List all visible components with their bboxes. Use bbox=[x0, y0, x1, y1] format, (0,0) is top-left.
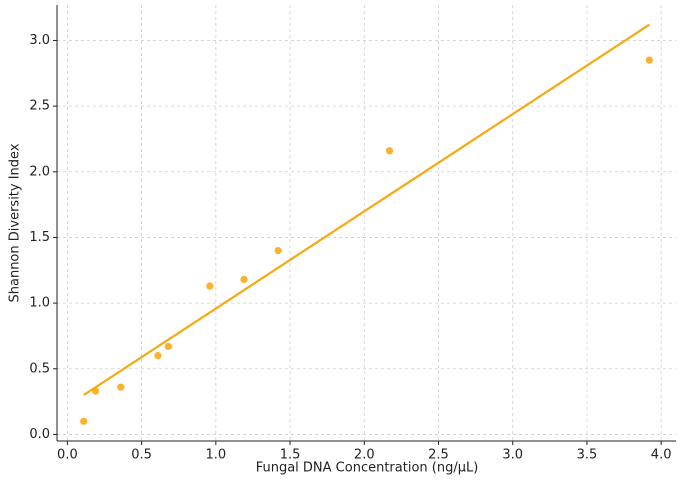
point bbox=[206, 282, 214, 290]
x-tick-label: 1.0 bbox=[205, 448, 226, 463]
point bbox=[154, 352, 162, 360]
x-tick-label: 0.5 bbox=[131, 448, 152, 463]
x-tick-label: 3.0 bbox=[502, 448, 523, 463]
x-tick-label: 4.0 bbox=[651, 448, 672, 463]
point bbox=[240, 275, 248, 284]
x-tick-label: 3.5 bbox=[577, 448, 598, 463]
y-tick-label: 1.5 bbox=[29, 230, 50, 245]
point bbox=[645, 56, 653, 64]
y-tick-label: 2.5 bbox=[29, 99, 50, 114]
y-tick-label: 3.0 bbox=[29, 33, 50, 48]
y-tick-label: 1.0 bbox=[29, 296, 50, 311]
point bbox=[385, 147, 394, 155]
x-tick-label: 2.5 bbox=[428, 448, 449, 463]
fit-line bbox=[83, 23, 650, 396]
x-tick-label: 2.0 bbox=[354, 448, 375, 463]
y-tick-label: 0.5 bbox=[29, 361, 50, 376]
x-axis-label: Fungal DNA Concentration (ng/μL) bbox=[256, 461, 479, 476]
point bbox=[274, 246, 282, 255]
x-tick-label: 1.5 bbox=[280, 448, 301, 463]
x-tick-label: 0.0 bbox=[57, 448, 78, 463]
y-axis-label: Shannon Diversity Index bbox=[8, 143, 23, 302]
point bbox=[164, 342, 172, 351]
point bbox=[80, 417, 88, 425]
y-tick-label: 0.0 bbox=[29, 427, 50, 442]
y-tick-label: 2.0 bbox=[29, 164, 50, 179]
point bbox=[117, 383, 125, 391]
